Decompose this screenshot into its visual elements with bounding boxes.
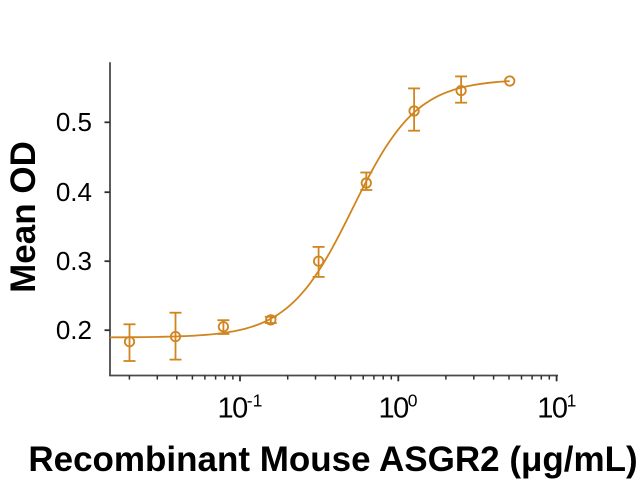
svg-text:0.4: 0.4 bbox=[56, 177, 92, 207]
svg-text:0.3: 0.3 bbox=[56, 246, 92, 276]
svg-text:0.2: 0.2 bbox=[56, 315, 92, 345]
svg-text:Recombinant Mouse ASGR2 (μg/mL: Recombinant Mouse ASGR2 (μg/mL) bbox=[28, 440, 637, 479]
svg-text:Mean OD: Mean OD bbox=[4, 141, 43, 293]
svg-text:0.5: 0.5 bbox=[56, 107, 92, 137]
